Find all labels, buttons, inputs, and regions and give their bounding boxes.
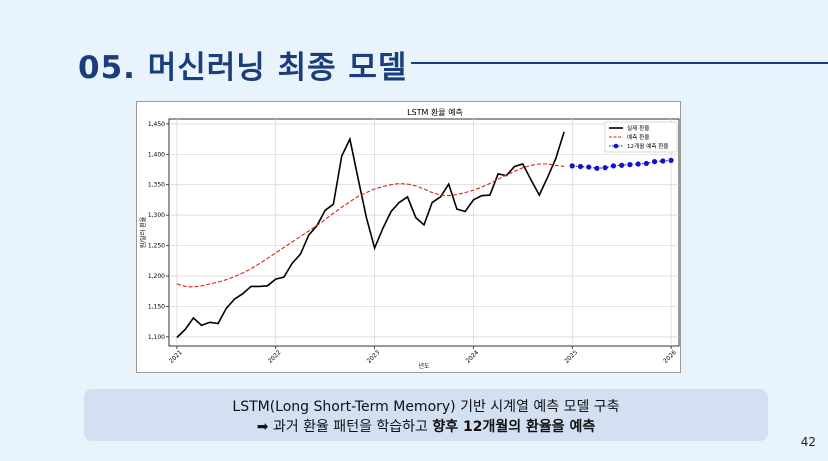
- y-tick-label: 1,350: [148, 182, 165, 189]
- page-number: 42: [800, 435, 816, 449]
- y-tick-label: 1,100: [148, 334, 165, 341]
- x-tick-label: 2026: [662, 349, 678, 365]
- x-tick-label: 2022: [267, 349, 283, 365]
- forecast-point: [602, 165, 608, 171]
- x-tick-label: 2021: [168, 349, 184, 365]
- x-tick-label: 2025: [563, 349, 579, 365]
- forecast-point: [619, 162, 625, 168]
- legend-marker: [613, 143, 619, 149]
- series-layer: [176, 131, 674, 339]
- legend-label: 실제 환율: [627, 124, 649, 132]
- forecast-point: [577, 163, 584, 170]
- forecast-point: [660, 158, 666, 164]
- forecast-point: [586, 164, 592, 170]
- arrow-icon: ➡: [256, 419, 269, 435]
- y-tick-label: 1,450: [148, 121, 165, 128]
- x-tick-label: 2024: [464, 349, 480, 365]
- actual-rate-line: [176, 131, 565, 339]
- y-tick-label: 1,300: [148, 212, 165, 219]
- chart-canvas: LSTM 환율 예측 1,100 1,150 1,200 1,250 1,300 1,35…: [139, 107, 680, 370]
- chart-title: LSTM 환율 예측: [407, 107, 463, 117]
- y-axis-label: 원/달러 환율: [139, 216, 147, 248]
- grid-lines: [169, 119, 679, 346]
- forecast-point: [594, 165, 600, 171]
- forecast-point: [635, 161, 641, 167]
- forecast-point: [610, 163, 617, 169]
- forecast-point: [627, 162, 633, 168]
- caption-line-1: LSTM(Long Short-Term Memory) 기반 시계열 예측 모…: [232, 399, 620, 415]
- y-tick-label: 1,400: [148, 151, 165, 158]
- predicted-rate-line: [176, 163, 565, 288]
- caption-box: LSTM(Long Short-Term Memory) 기반 시계열 예측 모…: [84, 389, 768, 441]
- title-divider: [411, 62, 828, 64]
- x-tick-label: 2023: [366, 349, 382, 365]
- forecast-point: [651, 159, 658, 165]
- x-axis: 2021 2022 2023 2024 2025 2026: [168, 346, 678, 365]
- forecast-point: [643, 160, 649, 167]
- slide-title: 05. 머신러닝 최종 모델: [78, 50, 408, 86]
- legend-label: 12개월 예측 환율: [627, 142, 669, 150]
- legend-label: 예측 환율: [627, 133, 649, 141]
- forecast-point: [668, 157, 674, 163]
- x-axis-label: 년도: [418, 362, 430, 370]
- plot-area: [168, 118, 680, 347]
- caption-plain-text: 과거 환율 패턴을 학습하고: [268, 419, 433, 435]
- y-tick-label: 1,150: [148, 303, 165, 310]
- forecast-point: [569, 163, 575, 169]
- caption-bold-text: 향후 12개월의 환율을 예측: [432, 419, 596, 435]
- y-tick-label: 1,250: [148, 243, 165, 250]
- y-tick-label: 1,200: [148, 273, 165, 280]
- lstm-chart: LSTM 환율 예측 1,100 1,150 1,200 1,250 1,300 1,35…: [136, 101, 681, 373]
- caption-line-2: ➡ 과거 환율 패턴을 학습하고 향후 12개월의 환율을 예측: [84, 416, 768, 436]
- y-axis: 1,100 1,150 1,200 1,250 1,300 1,350 1,400 1,450: [148, 121, 169, 341]
- legend-box: [604, 121, 678, 153]
